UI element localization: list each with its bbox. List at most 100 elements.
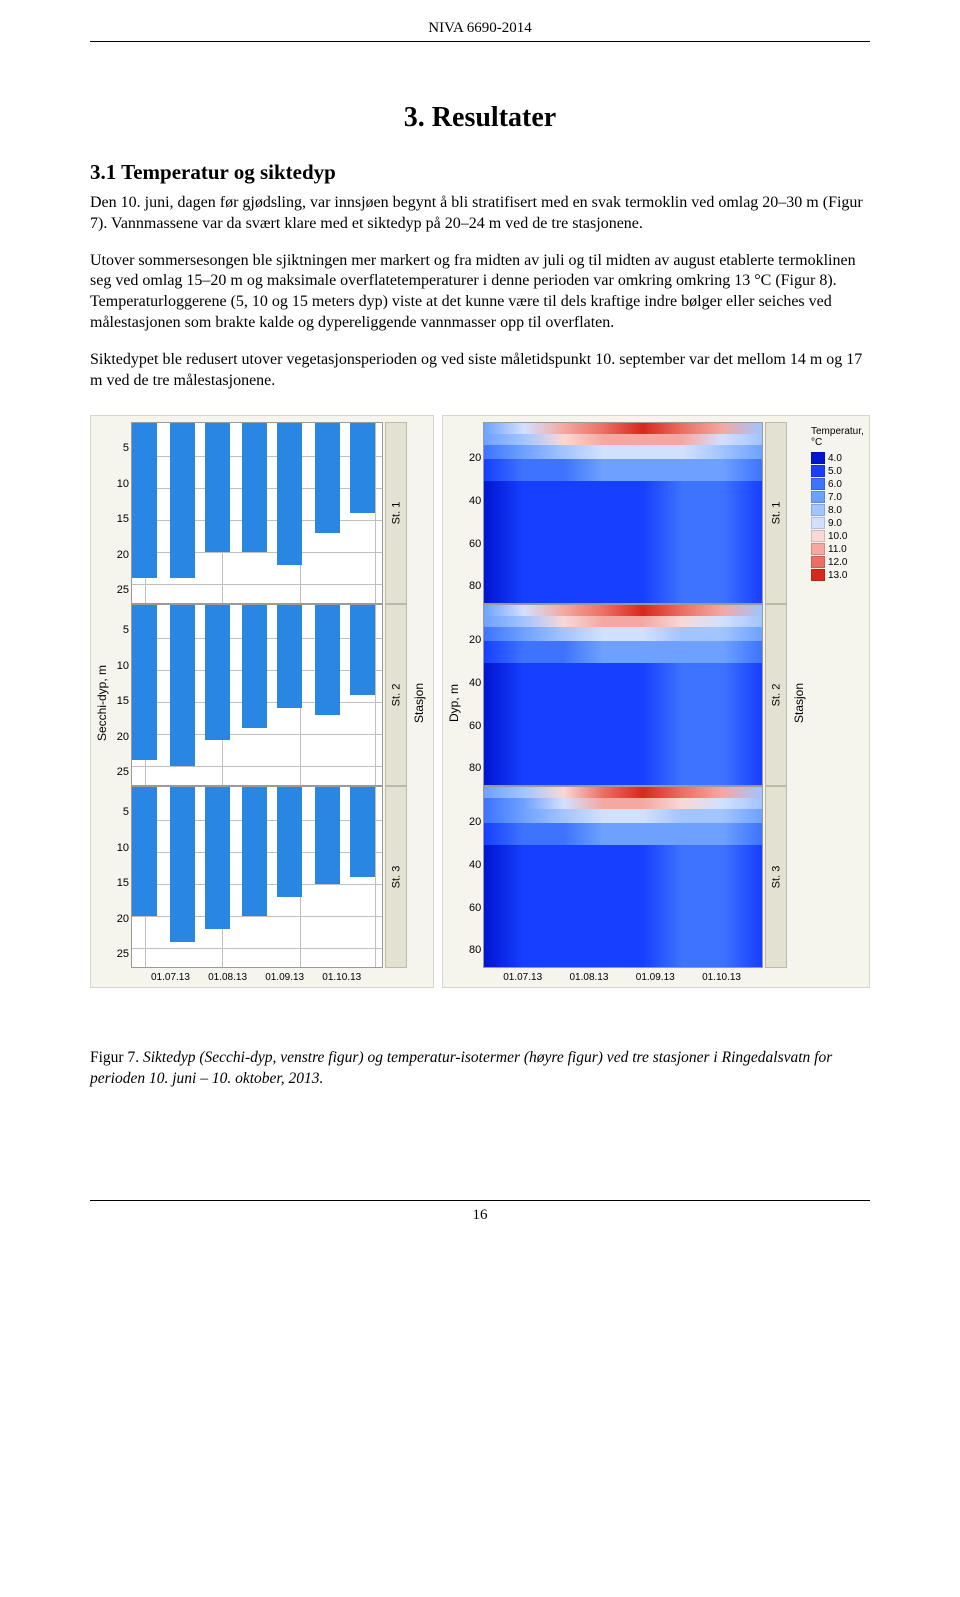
x-tick: 01.10.13 [702, 972, 741, 983]
y-tick: 20 [109, 913, 129, 925]
y-tick: 25 [109, 766, 129, 778]
legend-item: 11.0 [811, 543, 863, 555]
y-tick: 80 [461, 580, 481, 592]
caption-body: Siktedyp (Secchi-dyp, venstre figur) og … [90, 1049, 832, 1087]
secchi-bar [170, 605, 195, 766]
y-tick: 20 [461, 634, 481, 646]
secchi-panel-label: St. 2 [385, 604, 407, 786]
secchi-panel-row: 5 10 15 20 25 St. 2 [109, 604, 407, 786]
legend-item: 8.0 [811, 504, 863, 516]
y-tick: 5 [109, 806, 129, 818]
secchi-bar [277, 787, 302, 896]
y-tick: 80 [461, 944, 481, 956]
legend-value: 7.0 [828, 492, 842, 503]
legend-swatch [811, 543, 825, 555]
secchi-bar [205, 605, 230, 740]
y-tick: 40 [461, 859, 481, 871]
legend-swatch [811, 504, 825, 516]
y-tick: 40 [461, 495, 481, 507]
temp-panel-label: St. 2 [765, 604, 787, 786]
y-tick: 40 [461, 677, 481, 689]
legend-value: 10.0 [828, 531, 847, 542]
paragraph-2: Utover sommersesongen ble sjiktningen me… [90, 251, 870, 334]
y-tick: 5 [109, 624, 129, 636]
temp-panel-row: 20406080St. 3 [461, 786, 787, 968]
legend-title: Temperatur, °C [811, 426, 863, 448]
legend-item: 10.0 [811, 530, 863, 542]
secchi-bar [170, 787, 195, 941]
figure-caption: Figur 7. Siktedyp (Secchi-dyp, venstre f… [90, 1048, 870, 1090]
y-tick: 25 [109, 948, 129, 960]
secchi-plot [131, 422, 383, 604]
secchi-figure: Secchi-dyp, m510152025St. 1510152025St. … [90, 415, 434, 988]
secchi-bar [277, 423, 302, 564]
legend-item: 9.0 [811, 517, 863, 529]
secchi-bar [242, 787, 267, 916]
y-tick: 25 [109, 584, 129, 596]
legend-value: 12.0 [828, 557, 847, 568]
legend-swatch [811, 530, 825, 542]
legend-value: 5.0 [828, 466, 842, 477]
legend-swatch [811, 452, 825, 464]
legend-item: 5.0 [811, 465, 863, 477]
secchi-bar [315, 787, 340, 883]
running-head: NIVA 6690-2014 [90, 20, 870, 42]
secchi-plot [131, 604, 383, 786]
legend-value: 4.0 [828, 453, 842, 464]
temp-panel-group-label: Stasjon [789, 422, 809, 983]
legend-value: 9.0 [828, 518, 842, 529]
legend-item: 12.0 [811, 556, 863, 568]
secchi-bar [277, 605, 302, 708]
y-tick: 60 [461, 720, 481, 732]
legend-item: 6.0 [811, 478, 863, 490]
secchi-bar [132, 423, 157, 577]
temp-panel-label: St. 1 [765, 422, 787, 604]
secchi-plot [131, 786, 383, 968]
temp-plot [483, 422, 763, 604]
secchi-bar [132, 787, 157, 916]
secchi-bar [205, 787, 230, 928]
y-tick: 20 [109, 731, 129, 743]
x-tick: 01.09.13 [265, 972, 304, 983]
paragraph-1: Den 10. juni, dagen før gjødsling, var i… [90, 193, 870, 235]
legend-item: 4.0 [811, 452, 863, 464]
y-tick: 60 [461, 902, 481, 914]
legend-swatch [811, 569, 825, 581]
temperature-legend: Temperatur, °C 4.0 5.0 6.0 7.0 8.0 9.0 10.011.… [809, 422, 865, 983]
figures-row: Secchi-dyp, m5 10 15 20 25 St. 1 5 10 15 20 25 St. … [90, 415, 870, 988]
temperature-figure: Dyp, m20406080St. 120406080St. 220406080… [442, 415, 870, 988]
secchi-bar [170, 423, 195, 577]
y-tick: 10 [109, 660, 129, 672]
secchi-bar [315, 605, 340, 714]
legend-value: 6.0 [828, 479, 842, 490]
temp-y-axis-label: Dyp, m [447, 422, 461, 983]
x-tick: 01.07.13 [503, 972, 542, 983]
secchi-bar [350, 787, 375, 877]
temp-panel-row: 20406080St. 2 [461, 604, 787, 786]
x-tick: 01.08.13 [570, 972, 609, 983]
temp-plot [483, 786, 763, 968]
x-tick: 01.07.13 [151, 972, 190, 983]
y-tick: 60 [461, 538, 481, 550]
secchi-bar [242, 605, 267, 727]
secchi-y-axis-label: Secchi-dyp, m [95, 422, 109, 983]
legend-item: 7.0 [811, 491, 863, 503]
secchi-bar [242, 423, 267, 552]
legend-item: 13.0 [811, 569, 863, 581]
secchi-bar [205, 423, 230, 552]
secchi-bar [350, 423, 375, 513]
secchi-bar [350, 605, 375, 695]
legend-value: 8.0 [828, 505, 842, 516]
x-tick: 01.09.13 [636, 972, 675, 983]
secchi-panel-row: 510152025St. 1 [109, 422, 407, 604]
secchi-panel-label: St. 3 [385, 786, 407, 968]
y-tick: 20 [109, 549, 129, 561]
legend-swatch [811, 465, 825, 477]
y-tick: 10 [109, 478, 129, 490]
legend-value: 13.0 [828, 570, 847, 581]
page: NIVA 6690-2014 3. Resultater 3.1 Tempera… [0, 0, 960, 1264]
legend-swatch [811, 491, 825, 503]
y-tick: 15 [109, 695, 129, 707]
secchi-panel-group-label: Stasjon [409, 422, 429, 983]
temp-plot [483, 604, 763, 786]
